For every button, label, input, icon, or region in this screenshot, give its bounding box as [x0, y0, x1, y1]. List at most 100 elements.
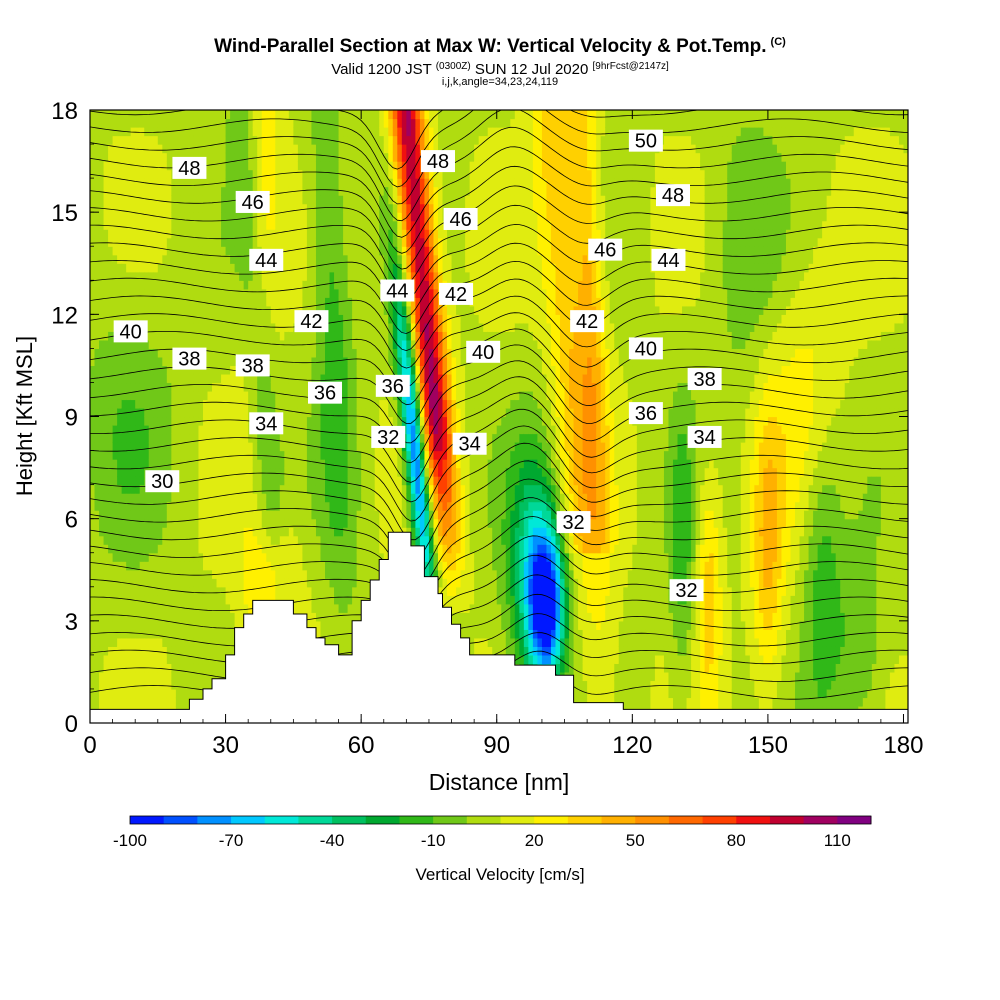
- field-cell: [216, 254, 222, 264]
- field-cell: [221, 629, 227, 639]
- field-cell: [320, 356, 326, 367]
- field-cell: [392, 144, 398, 154]
- field-cell: [374, 339, 380, 349]
- field-cell: [180, 135, 186, 145]
- field-cell: [248, 518, 254, 528]
- field-cell: [212, 663, 218, 673]
- field-cell: [275, 569, 281, 579]
- field-cell: [257, 161, 263, 171]
- field-cell: [184, 263, 191, 273]
- field-cell: [388, 518, 394, 528]
- field-cell: [338, 322, 344, 332]
- field-cell: [193, 629, 200, 639]
- field-cell: [94, 178, 100, 188]
- field-cell: [347, 595, 353, 605]
- field-cell: [216, 348, 222, 358]
- field-cell: [225, 237, 231, 247]
- field-cell: [99, 493, 105, 503]
- field-cell: [139, 433, 145, 443]
- field-cell: [184, 110, 191, 120]
- field-cell: [225, 552, 231, 562]
- field-cell: [139, 595, 145, 605]
- field-cell: [388, 271, 394, 281]
- field-cell: [356, 399, 362, 409]
- field-cell: [193, 212, 200, 222]
- field-cell: [112, 237, 118, 247]
- field-cell: [329, 331, 335, 341]
- field-cell: [166, 407, 172, 418]
- field-cell: [112, 118, 118, 128]
- field-cell: [311, 254, 317, 264]
- field-cell: [99, 425, 105, 435]
- field-cell: [184, 416, 191, 426]
- field-cell: [157, 229, 163, 239]
- field-cell: [90, 314, 96, 324]
- field-cell: [162, 373, 168, 384]
- field-cell: [361, 169, 367, 179]
- field-cell: [315, 569, 322, 579]
- field-cell: [379, 263, 385, 273]
- field-cell: [279, 373, 285, 384]
- field-cell: [334, 535, 340, 545]
- field-cell: [90, 442, 96, 452]
- field-cell: [356, 493, 362, 503]
- field-cell: [343, 152, 349, 162]
- field-cell: [370, 229, 376, 239]
- field-cell: [329, 527, 335, 537]
- field-cell: [365, 416, 371, 426]
- field-cell: [315, 510, 322, 520]
- field-cell: [374, 399, 380, 409]
- field-cell: [108, 484, 114, 494]
- field-cell: [306, 450, 313, 460]
- field-cell: [338, 535, 344, 545]
- field-cell: [121, 569, 127, 579]
- field-cell: [279, 569, 285, 579]
- field-cell: [130, 365, 136, 375]
- field-cell: [248, 271, 254, 281]
- field-cell: [293, 110, 299, 120]
- field-cell: [112, 348, 118, 358]
- field-cell: [284, 561, 290, 571]
- field-cell: [361, 161, 367, 171]
- field-cell: [325, 280, 331, 290]
- field-cell: [297, 544, 304, 554]
- field-cell: [311, 161, 317, 171]
- field-cell: [112, 356, 118, 367]
- field-cell: [302, 399, 308, 409]
- field-cell: [356, 127, 362, 137]
- field-cell: [329, 637, 335, 647]
- field-cell: [171, 178, 177, 188]
- field-cell: [279, 586, 285, 596]
- field-cell: [103, 229, 109, 239]
- field-cell: [121, 152, 127, 162]
- field-cell: [252, 110, 258, 120]
- field-cell: [392, 127, 398, 137]
- field-cell: [171, 433, 177, 443]
- field-cell: [90, 407, 96, 418]
- field-cell: [184, 484, 191, 494]
- field-cell: [293, 195, 299, 205]
- field-cell: [121, 493, 127, 503]
- field-cell: [121, 697, 127, 707]
- field-cell: [325, 348, 331, 358]
- field-cell: [212, 476, 218, 486]
- field-cell: [117, 586, 123, 596]
- field-cell: [270, 399, 276, 409]
- field-cell: [311, 586, 317, 596]
- field-cell: [157, 280, 163, 290]
- field-cell: [352, 586, 358, 596]
- field-cell: [257, 297, 263, 307]
- field-cell: [230, 629, 236, 639]
- field-cell: [356, 407, 362, 418]
- field-cell: [108, 229, 114, 239]
- field-cell: [365, 229, 371, 239]
- field-cell: [139, 152, 145, 162]
- field-cell: [343, 518, 349, 528]
- field-cell: [216, 425, 222, 435]
- field-cell: [257, 305, 263, 315]
- field-cell: [212, 169, 218, 179]
- field-cell: [315, 161, 322, 171]
- field-cell: [202, 595, 209, 605]
- field-cell: [297, 195, 304, 205]
- field-cell: [144, 527, 150, 537]
